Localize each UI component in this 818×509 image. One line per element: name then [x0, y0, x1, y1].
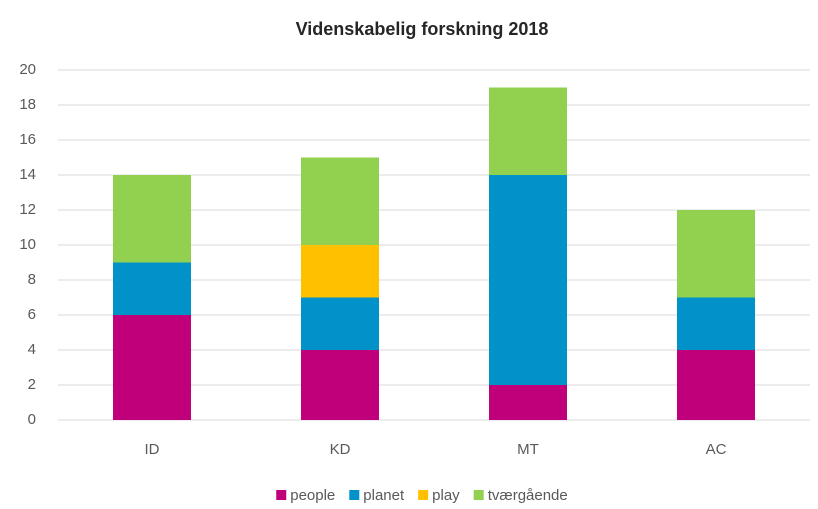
bar-segment [301, 157, 379, 245]
bar-segment [301, 297, 379, 350]
y-tick-label: 16 [19, 131, 36, 148]
y-tick-label: 6 [28, 306, 36, 323]
y-tick-label: 10 [19, 236, 36, 253]
legend-label: tværgående [488, 487, 568, 504]
bar-segment [489, 175, 567, 385]
legend-label: planet [363, 487, 405, 504]
y-tick-label: 8 [28, 271, 36, 288]
bar-segment [677, 350, 755, 420]
y-tick-label: 12 [19, 201, 36, 218]
chart-title: Videnskabelig forskning 2018 [296, 19, 549, 39]
y-tick-label: 4 [28, 341, 36, 358]
bar-segment [113, 315, 191, 420]
legend-label: play [432, 487, 460, 504]
bar-segment [113, 262, 191, 315]
bar-segment [489, 385, 567, 420]
x-tick-label: ID [145, 441, 160, 458]
bar-segment [677, 210, 755, 298]
bar-segment [301, 245, 379, 298]
bar-segment [489, 87, 567, 175]
y-tick-label: 20 [19, 61, 36, 78]
x-tick-label: KD [330, 441, 351, 458]
x-tick-label: AC [706, 441, 727, 458]
y-tick-label: 14 [19, 166, 36, 183]
legend-swatch [349, 490, 360, 500]
legend-swatch [418, 490, 429, 500]
bar-segment [677, 297, 755, 350]
legend-label: people [290, 487, 335, 504]
y-tick-label: 18 [19, 96, 36, 113]
y-tick-label: 0 [28, 411, 36, 428]
legend-swatch [473, 490, 484, 500]
bar-segment [113, 175, 191, 263]
bar-segment [301, 350, 379, 420]
y-tick-label: 2 [28, 376, 36, 393]
x-tick-label: MT [517, 441, 539, 458]
legend-swatch [276, 490, 287, 500]
